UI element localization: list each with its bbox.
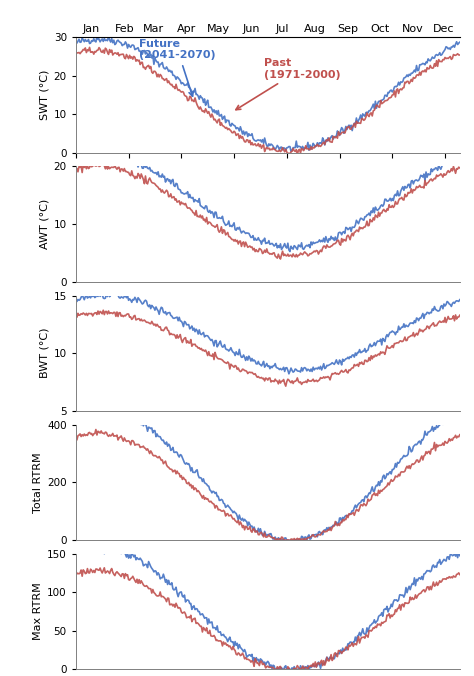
Y-axis label: Total RTRM: Total RTRM [33, 452, 43, 512]
Y-axis label: AWT (°C): AWT (°C) [39, 199, 49, 249]
Text: Future
(2041-2070): Future (2041-2070) [139, 39, 216, 96]
Text: Past
(1971-2000): Past (1971-2000) [236, 58, 340, 110]
Y-axis label: BWT (°C): BWT (°C) [39, 328, 49, 379]
Y-axis label: Max RTRM: Max RTRM [33, 583, 43, 640]
Y-axis label: SWT (°C): SWT (°C) [39, 70, 49, 120]
